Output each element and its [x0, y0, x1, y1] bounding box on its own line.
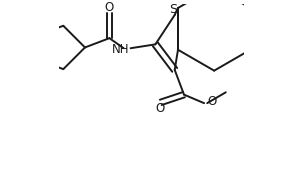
Text: O: O [156, 102, 165, 115]
Text: NH: NH [112, 43, 129, 56]
Text: O: O [208, 95, 217, 108]
Text: S: S [169, 3, 177, 16]
Text: O: O [105, 2, 114, 15]
